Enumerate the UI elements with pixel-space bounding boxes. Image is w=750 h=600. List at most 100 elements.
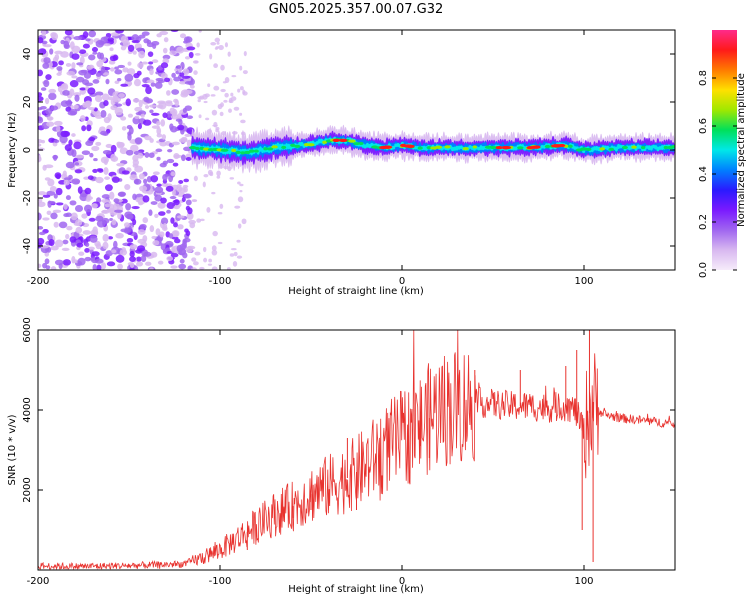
noise-cell: [179, 33, 187, 39]
noise-cell: [177, 124, 185, 131]
noise-cell: [86, 65, 94, 70]
noise-cell: [73, 36, 83, 41]
noise-cell: [141, 31, 150, 36]
ridge-core-cell: [290, 143, 296, 147]
ridge-core-cell: [517, 146, 524, 150]
noise-cell: [127, 61, 132, 66]
noise-cell: [145, 261, 152, 266]
noise-cell: [79, 115, 86, 122]
noise-cell: [117, 192, 126, 197]
noise-cell: [138, 173, 145, 180]
noise-cell: [96, 264, 102, 270]
noise-cell: [162, 222, 168, 230]
noise-cell: [38, 69, 44, 77]
noise-cell: [171, 141, 180, 146]
colorbar-tick-label: 0.0: [698, 262, 709, 278]
noise-cell: [184, 228, 189, 233]
noise-cell: [156, 120, 161, 126]
colorbar-label: Normalized spectral amplitude: [736, 73, 747, 227]
noise-cell: [50, 266, 57, 270]
noise-cell: [126, 68, 136, 75]
spectrogram-y-tick-label: 0: [22, 147, 33, 153]
noise-cell: [159, 30, 169, 36]
noise-cell: [74, 204, 84, 213]
noise-cell: [82, 230, 92, 235]
noise-cell: [200, 218, 205, 222]
noise-cell: [150, 175, 159, 183]
noise-cell: [101, 93, 110, 101]
noise-cell: [114, 80, 120, 85]
noise-cell: [146, 175, 152, 183]
noise-cell: [151, 235, 157, 240]
noise-cell: [129, 250, 135, 258]
noise-cell: [42, 194, 51, 198]
noise-cell: [192, 60, 199, 64]
noise-cell: [48, 88, 57, 94]
noise-cell: [166, 209, 171, 214]
noise-cell: [222, 81, 227, 84]
noise-cell: [95, 176, 104, 184]
noise-cell: [207, 263, 213, 266]
noise-cell: [73, 104, 79, 110]
peak-cell: [526, 145, 534, 150]
noise-cell: [88, 217, 96, 222]
noise-cell: [173, 199, 180, 206]
noise-cell: [114, 69, 123, 75]
noise-cell: [182, 68, 190, 76]
noise-cell: [189, 222, 196, 229]
noise-cell: [63, 40, 70, 49]
noise-cell: [65, 161, 75, 169]
noise-cell: [38, 237, 45, 245]
noise-cell: [85, 242, 90, 247]
spectrogram-heat-layer: [38, 30, 675, 270]
noise-cell: [38, 226, 44, 230]
spectrogram-y-tick-label: -40: [22, 238, 33, 254]
noise-cell: [232, 261, 238, 267]
spectrogram-y-tick-label: 40: [22, 48, 33, 61]
noise-cell: [170, 171, 176, 177]
noise-cell: [229, 253, 235, 257]
noise-cell: [129, 262, 135, 269]
noise-cell: [76, 62, 84, 66]
noise-cell: [186, 46, 196, 51]
noise-cell: [218, 44, 224, 51]
noise-cell: [181, 136, 188, 142]
noise-cell: [181, 154, 186, 162]
spectrogram-y-tick-label: -20: [22, 190, 33, 206]
noise-cell: [42, 62, 50, 69]
noise-cell: [148, 209, 153, 216]
peak-cell: [558, 143, 566, 148]
ridge-core-cell: [671, 144, 675, 149]
noise-cell: [88, 30, 97, 38]
noise-cell: [182, 107, 187, 113]
noise-cell: [125, 202, 132, 211]
noise-cell: [131, 40, 140, 44]
noise-cell: [69, 88, 75, 97]
noise-cell: [67, 110, 77, 116]
noise-cell: [114, 209, 123, 213]
noise-cell: [213, 121, 218, 128]
peak-cell: [495, 146, 503, 150]
ridge-core-cell: [444, 145, 451, 149]
noise-cell: [181, 196, 186, 203]
noise-cell: [62, 239, 69, 245]
spectrogram-y-tick-label: 20: [22, 96, 33, 109]
noise-cell: [95, 243, 102, 250]
noise-cell: [119, 147, 128, 155]
noise-cell: [219, 111, 224, 117]
noise-cell: [216, 41, 220, 45]
noise-cell: [152, 171, 160, 176]
colorbar-tick-label: 0.6: [698, 118, 709, 134]
noise-cell: [134, 106, 143, 112]
ridge-core-cell: [585, 147, 592, 152]
noise-cell: [132, 159, 139, 166]
noise-cell: [152, 43, 157, 49]
noise-cell: [51, 32, 59, 41]
noise-cell: [129, 174, 138, 181]
noise-cell: [126, 214, 134, 220]
noise-cell: [216, 175, 221, 179]
ridge-core-cell: [358, 141, 364, 146]
noise-cell: [178, 180, 184, 184]
ridge-core-cell: [353, 142, 360, 146]
